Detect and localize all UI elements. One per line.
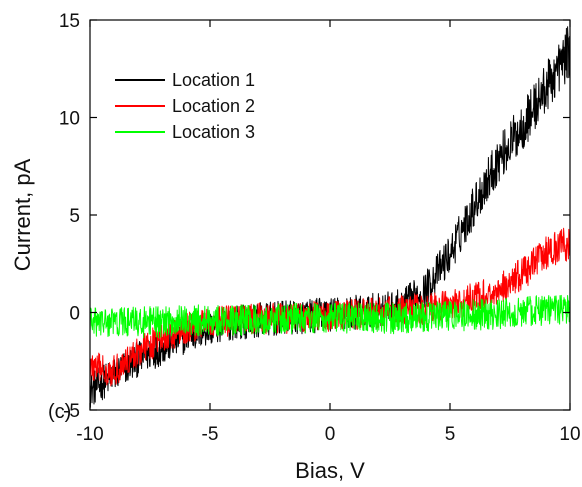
y-tick-label: 10 xyxy=(59,109,80,130)
y-tick-label: -5 xyxy=(63,401,80,422)
x-tick-label: 5 xyxy=(445,424,456,445)
y-tick-label: 15 xyxy=(59,11,80,32)
series-line-3 xyxy=(89,294,571,339)
y-axis-title: Current, pA xyxy=(10,158,35,271)
x-axis-title: Bias, V xyxy=(295,458,365,483)
y-tick-label: 5 xyxy=(69,206,80,227)
x-tick-label: -10 xyxy=(76,424,103,445)
panel-label: (c) xyxy=(48,401,71,423)
series-line-1 xyxy=(89,26,571,408)
y-tick-label: 0 xyxy=(69,304,80,325)
series-layer xyxy=(89,26,571,408)
legend-label-3: Location 3 xyxy=(172,122,255,142)
legend-label-1: Location 1 xyxy=(172,70,255,90)
x-tick-label: -5 xyxy=(202,424,219,445)
legend-label-2: Location 2 xyxy=(172,96,255,116)
x-tick-label: 0 xyxy=(325,424,336,445)
x-tick-label: 10 xyxy=(559,424,580,445)
legend: Location 1 Location 2 Location 3 xyxy=(115,70,255,142)
